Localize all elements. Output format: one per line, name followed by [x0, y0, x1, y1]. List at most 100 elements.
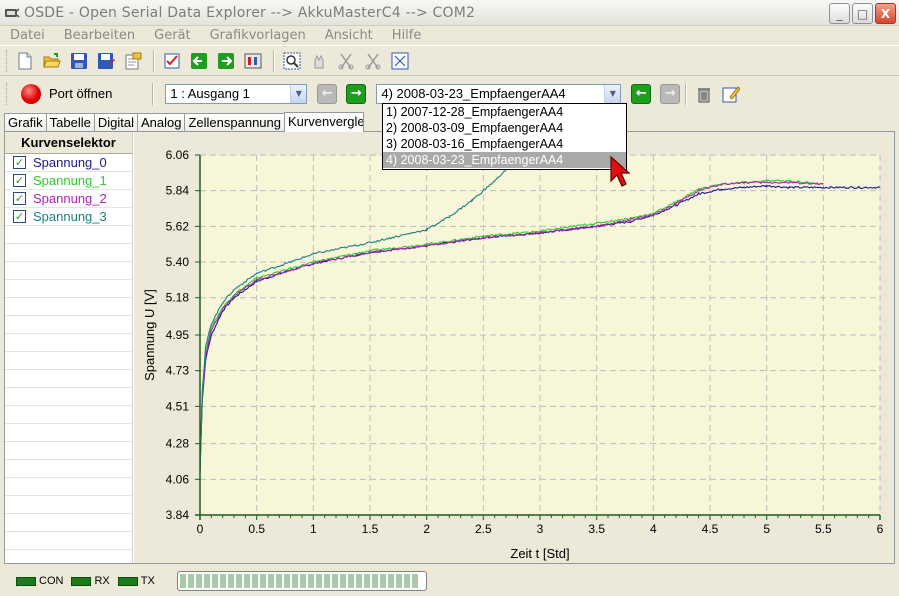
toolbar-grip[interactable] [6, 49, 9, 72]
y-tick-label: 4.51 [166, 399, 190, 413]
curve-item[interactable]: ✓ Spannung_3 [5, 208, 132, 226]
export-button[interactable] [121, 49, 145, 73]
empty-row [5, 514, 132, 532]
tab-tabelle[interactable]: Tabelle [45, 113, 95, 132]
save-icon [71, 52, 87, 69]
checklist-button[interactable] [160, 49, 184, 73]
trash-icon [698, 87, 711, 102]
record-option[interactable]: 2) 2008-03-09_EmpfaengerAA4 [386, 121, 564, 135]
chevron-down-icon[interactable]: ▼ [604, 84, 621, 103]
y-tick-label: 5.84 [166, 184, 190, 198]
new-file-button[interactable] [13, 49, 37, 73]
channel-next-button[interactable]: → [346, 83, 367, 104]
y-tick-label: 5.40 [166, 255, 190, 269]
minimize-button[interactable]: _ [829, 3, 850, 24]
empty-row [5, 370, 132, 388]
progress-segment [227, 574, 234, 588]
app-icon [4, 6, 20, 20]
empty-row [5, 460, 132, 478]
device-toolbar: Port öffnen 1 : Ausgang 1 ▼ ← → 4) 2008-… [0, 76, 899, 111]
empty-row [5, 424, 132, 442]
x-tick-label: 1 [310, 522, 317, 536]
previous-button[interactable] [187, 49, 211, 73]
menu-datei[interactable]: Datei [10, 28, 45, 43]
cut-left-button[interactable] [334, 49, 358, 73]
toolbar-separator [153, 49, 155, 72]
x-tick-label: 2 [423, 522, 430, 536]
progress-segment [283, 574, 290, 588]
device-settings-button[interactable] [241, 49, 265, 73]
x-tick-label: 1.5 [362, 522, 379, 536]
x-axis-label: Zeit t [Std] [510, 546, 569, 561]
new-file-icon [18, 52, 32, 69]
open-port-button[interactable]: Port öffnen [21, 83, 112, 104]
menu-grafikvorlagen[interactable]: Grafikvorlagen [209, 28, 306, 43]
open-button[interactable] [40, 49, 64, 73]
channel-previous-button[interactable]: ← [317, 83, 338, 104]
curve-checkbox[interactable]: ✓ [13, 209, 26, 223]
pan-icon [314, 54, 324, 68]
save-as-button[interactable] [94, 49, 118, 73]
con-led [16, 576, 36, 586]
zoom-button[interactable] [280, 49, 304, 73]
curve-item[interactable]: ✓ Spannung_0 [5, 154, 132, 172]
toolbar-grip[interactable] [6, 82, 9, 105]
rx-indicator: RX [71, 575, 110, 587]
checklist-icon [164, 53, 180, 68]
curve-item[interactable]: ✓ Spannung_2 [5, 190, 132, 208]
y-tick-label: 3.84 [166, 508, 190, 522]
curve-checkbox[interactable]: ✓ [13, 155, 26, 169]
fit-button[interactable] [388, 49, 412, 73]
menu-geraet[interactable]: Gerät [154, 28, 191, 43]
delete-button[interactable] [692, 82, 716, 106]
curve-label: Spannung_3 [33, 209, 107, 224]
tab-grafik[interactable]: Grafik [4, 113, 47, 132]
maximize-button[interactable]: □ [852, 3, 873, 24]
save-button[interactable] [67, 49, 91, 73]
curve-checkbox[interactable]: ✓ [13, 191, 26, 205]
tab-zellenspannung[interactable]: Zellenspannung [184, 113, 286, 132]
y-tick-label: 4.95 [166, 328, 190, 342]
con-label: CON [39, 575, 64, 587]
progress-segment [187, 574, 194, 588]
progress-segment [219, 574, 226, 588]
arrow-left-icon: ← [321, 86, 333, 101]
record-next-button[interactable]: → [660, 83, 681, 104]
tab-kurvenvergleich[interactable]: Kurvenvergle [284, 112, 365, 132]
record-option[interactable]: 3) 2008-03-16_EmpfaengerAA4 [386, 137, 564, 151]
curve-item[interactable]: ✓ Spannung_1 [5, 172, 132, 190]
progress-segment [307, 574, 314, 588]
curve-checkbox[interactable]: ✓ [13, 173, 26, 187]
record-option-selected[interactable]: 4) 2008-03-23_EmpfaengerAA4 [383, 152, 626, 168]
tx-indicator: TX [117, 575, 155, 587]
tx-label: TX [140, 575, 155, 587]
progress-segment [179, 574, 186, 588]
cut-right-button[interactable] [361, 49, 385, 73]
channel-select[interactable]: 1 : Ausgang 1 ▼ [165, 83, 308, 104]
tab-digital[interactable]: Digital [93, 113, 138, 132]
record-dropdown-list[interactable]: 1) 2007-12-28_EmpfaengerAA4 2) 2008-03-0… [382, 103, 627, 170]
empty-row [5, 442, 132, 460]
x-tick-label: 4.5 [702, 522, 719, 536]
tab-analog[interactable]: Analog [137, 113, 186, 132]
menu-ansicht[interactable]: Ansicht [324, 28, 373, 43]
pan-button[interactable] [307, 49, 331, 73]
chevron-down-icon[interactable]: ▼ [290, 84, 307, 103]
record-select[interactable]: 4) 2008-03-23_EmpfaengerAA4 ▼ [376, 83, 622, 104]
next-button[interactable] [214, 49, 238, 73]
empty-row [5, 316, 132, 334]
voltage-chart[interactable]: 0 0.5 1 1.5 2 2.5 3 3.5 4 4.5 5 5.5 6 3.84 4.06 4.28 4.5… [134, 132, 894, 563]
record-previous-button[interactable]: ← [631, 83, 652, 104]
x-tick-label: 0.5 [248, 522, 265, 536]
chart-area[interactable]: 0 0.5 1 1.5 2 2.5 3 3.5 4 4.5 5 5.5 6 3.84 4.06 4.28 4.5… [134, 132, 894, 563]
menu-bearbeiten[interactable]: Bearbeiten [63, 28, 136, 43]
title-bar: OSDE - Open Serial Data Explorer --> Akk… [0, 0, 899, 26]
x-tick-label: 3 [537, 522, 544, 536]
curve-selector: Kurvenselektor ✓ Spannung_0 ✓ Spannung_1… [5, 132, 133, 563]
edit-button[interactable] [719, 82, 743, 106]
empty-row [5, 244, 132, 262]
menu-hilfe[interactable]: Hilfe [391, 28, 422, 43]
record-option[interactable]: 1) 2007-12-28_EmpfaengerAA4 [386, 105, 564, 119]
close-button[interactable]: X [875, 3, 896, 24]
arrow-right-icon [218, 52, 234, 69]
